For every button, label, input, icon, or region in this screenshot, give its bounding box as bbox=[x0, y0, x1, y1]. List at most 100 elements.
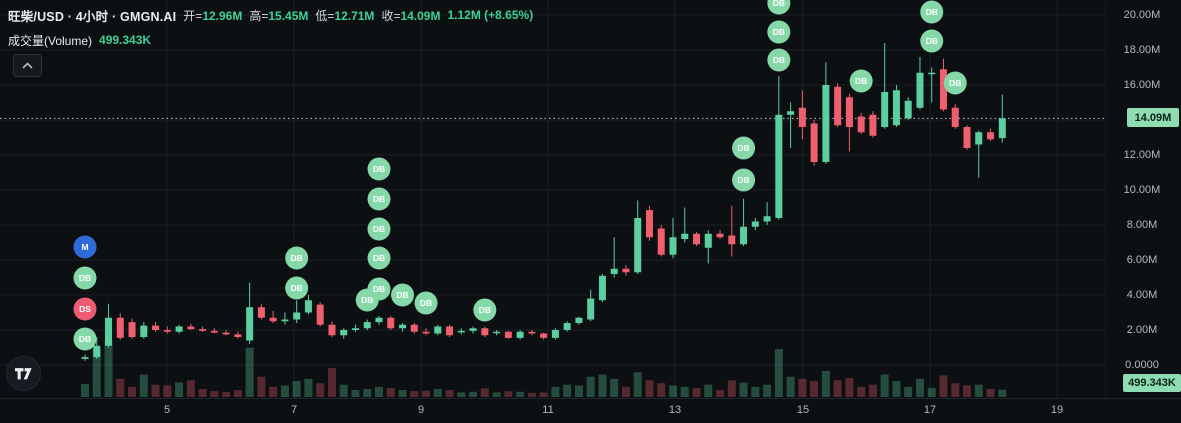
volume-bar[interactable] bbox=[128, 386, 137, 397]
volume-bar[interactable] bbox=[586, 376, 595, 397]
volume-bar[interactable] bbox=[81, 383, 89, 397]
candle[interactable] bbox=[234, 331, 242, 339]
collapse-legend-button[interactable] bbox=[13, 54, 42, 77]
candle[interactable] bbox=[528, 330, 536, 336]
signal-badge-db[interactable]: DB bbox=[849, 69, 873, 93]
volume-bar[interactable] bbox=[245, 347, 254, 397]
candle[interactable] bbox=[551, 328, 559, 340]
volume-bar[interactable] bbox=[704, 384, 713, 397]
volume-bar[interactable] bbox=[998, 389, 1007, 397]
signal-badge-db[interactable]: DB bbox=[732, 168, 756, 192]
signal-badge-db[interactable]: DB bbox=[920, 29, 944, 53]
candle[interactable] bbox=[293, 300, 301, 323]
volume-bar[interactable] bbox=[810, 381, 819, 397]
candle[interactable] bbox=[681, 207, 689, 243]
candle[interactable] bbox=[740, 198, 748, 246]
volume-bar[interactable] bbox=[280, 385, 289, 397]
volume-bar[interactable] bbox=[621, 386, 630, 397]
signal-badge-db[interactable]: DB bbox=[414, 291, 438, 315]
candle[interactable] bbox=[210, 328, 218, 334]
volume-bar[interactable] bbox=[363, 389, 372, 397]
candle[interactable] bbox=[516, 330, 524, 340]
volume-bar[interactable] bbox=[351, 390, 360, 397]
volume-bar[interactable] bbox=[186, 380, 195, 397]
signal-badge-db[interactable]: DB bbox=[367, 217, 391, 241]
volume-bar[interactable] bbox=[151, 384, 160, 397]
volume-bar[interactable] bbox=[574, 385, 583, 397]
volume-bar[interactable] bbox=[492, 392, 501, 397]
volume-bar[interactable] bbox=[551, 386, 560, 397]
chart-canvas[interactable]: M DB DS DB DB DB DB DB DB DB DB DB DB DB DB DB DB DB DB DB D… bbox=[0, 0, 1105, 398]
volume-bar[interactable] bbox=[763, 384, 772, 397]
candle[interactable] bbox=[399, 323, 407, 332]
candle[interactable] bbox=[269, 310, 277, 323]
candle[interactable] bbox=[845, 93, 853, 152]
candle[interactable] bbox=[939, 58, 947, 112]
volume-bar[interactable] bbox=[610, 378, 619, 397]
candle[interactable] bbox=[257, 303, 265, 320]
volume-bar[interactable] bbox=[516, 391, 525, 397]
candle[interactable] bbox=[810, 120, 818, 166]
signal-badge-db[interactable]: DB bbox=[367, 277, 391, 301]
candle[interactable] bbox=[375, 316, 383, 325]
volume-bar[interactable] bbox=[175, 382, 184, 398]
volume-bar[interactable] bbox=[845, 378, 854, 397]
volume-bar[interactable] bbox=[963, 385, 971, 397]
volume-bar[interactable] bbox=[316, 383, 325, 397]
volume-bar[interactable] bbox=[233, 390, 242, 397]
volume-bar[interactable] bbox=[410, 391, 419, 397]
volume-bar[interactable] bbox=[939, 375, 948, 397]
candle[interactable] bbox=[140, 322, 148, 339]
volume-bar[interactable] bbox=[116, 378, 125, 397]
candle[interactable] bbox=[504, 330, 512, 339]
volume-indicator-label[interactable]: 成交量(Volume) bbox=[8, 33, 93, 48]
candle[interactable] bbox=[693, 232, 701, 246]
volume-bar[interactable] bbox=[974, 384, 983, 397]
volume-bar[interactable] bbox=[163, 385, 172, 397]
volume-bar[interactable] bbox=[445, 390, 454, 397]
volume-bar[interactable] bbox=[386, 388, 395, 397]
candle[interactable] bbox=[904, 97, 912, 120]
volume-bar[interactable] bbox=[986, 389, 995, 397]
volume-bar[interactable] bbox=[327, 368, 336, 397]
candle[interactable] bbox=[175, 324, 183, 334]
candle[interactable] bbox=[834, 83, 842, 127]
tradingview-logo[interactable] bbox=[6, 356, 41, 391]
signal-badge-db[interactable]: DB bbox=[285, 276, 309, 300]
volume-bar[interactable] bbox=[527, 392, 536, 397]
candle[interactable] bbox=[822, 62, 830, 164]
candle[interactable] bbox=[351, 324, 359, 332]
candle[interactable] bbox=[610, 237, 618, 278]
candle[interactable] bbox=[222, 330, 230, 336]
volume-bar[interactable] bbox=[292, 381, 301, 397]
candle[interactable] bbox=[563, 321, 571, 332]
volume-bar[interactable] bbox=[269, 386, 278, 397]
volume-bar[interactable] bbox=[821, 370, 830, 397]
volume-bar[interactable] bbox=[504, 391, 513, 397]
candle[interactable] bbox=[199, 326, 207, 332]
volume-bar[interactable] bbox=[422, 390, 431, 397]
candle[interactable] bbox=[281, 312, 289, 325]
volume-bar[interactable] bbox=[469, 391, 478, 397]
candle[interactable] bbox=[716, 230, 724, 239]
signal-badge-db[interactable]: DB bbox=[767, 0, 791, 15]
volume-bar[interactable] bbox=[139, 374, 148, 397]
volume-bar[interactable] bbox=[904, 386, 913, 397]
candle[interactable] bbox=[998, 94, 1006, 143]
volume-bar[interactable] bbox=[798, 378, 807, 397]
candle[interactable] bbox=[469, 326, 477, 334]
volume-bar[interactable] bbox=[457, 392, 466, 397]
volume-bar[interactable] bbox=[951, 383, 960, 397]
signal-badge-db[interactable]: DB bbox=[391, 283, 415, 307]
candle[interactable] bbox=[857, 113, 865, 134]
candle[interactable] bbox=[657, 225, 665, 257]
candle[interactable] bbox=[634, 200, 642, 275]
candle[interactable] bbox=[575, 316, 583, 325]
signal-badge-db[interactable]: DB bbox=[920, 0, 944, 24]
candle[interactable] bbox=[963, 125, 971, 150]
volume-bar[interactable] bbox=[104, 340, 113, 397]
candle[interactable] bbox=[493, 330, 501, 336]
volume-bar[interactable] bbox=[222, 391, 231, 397]
volume-bar[interactable] bbox=[880, 374, 889, 397]
signal-badge-db[interactable]: DB bbox=[367, 157, 391, 181]
